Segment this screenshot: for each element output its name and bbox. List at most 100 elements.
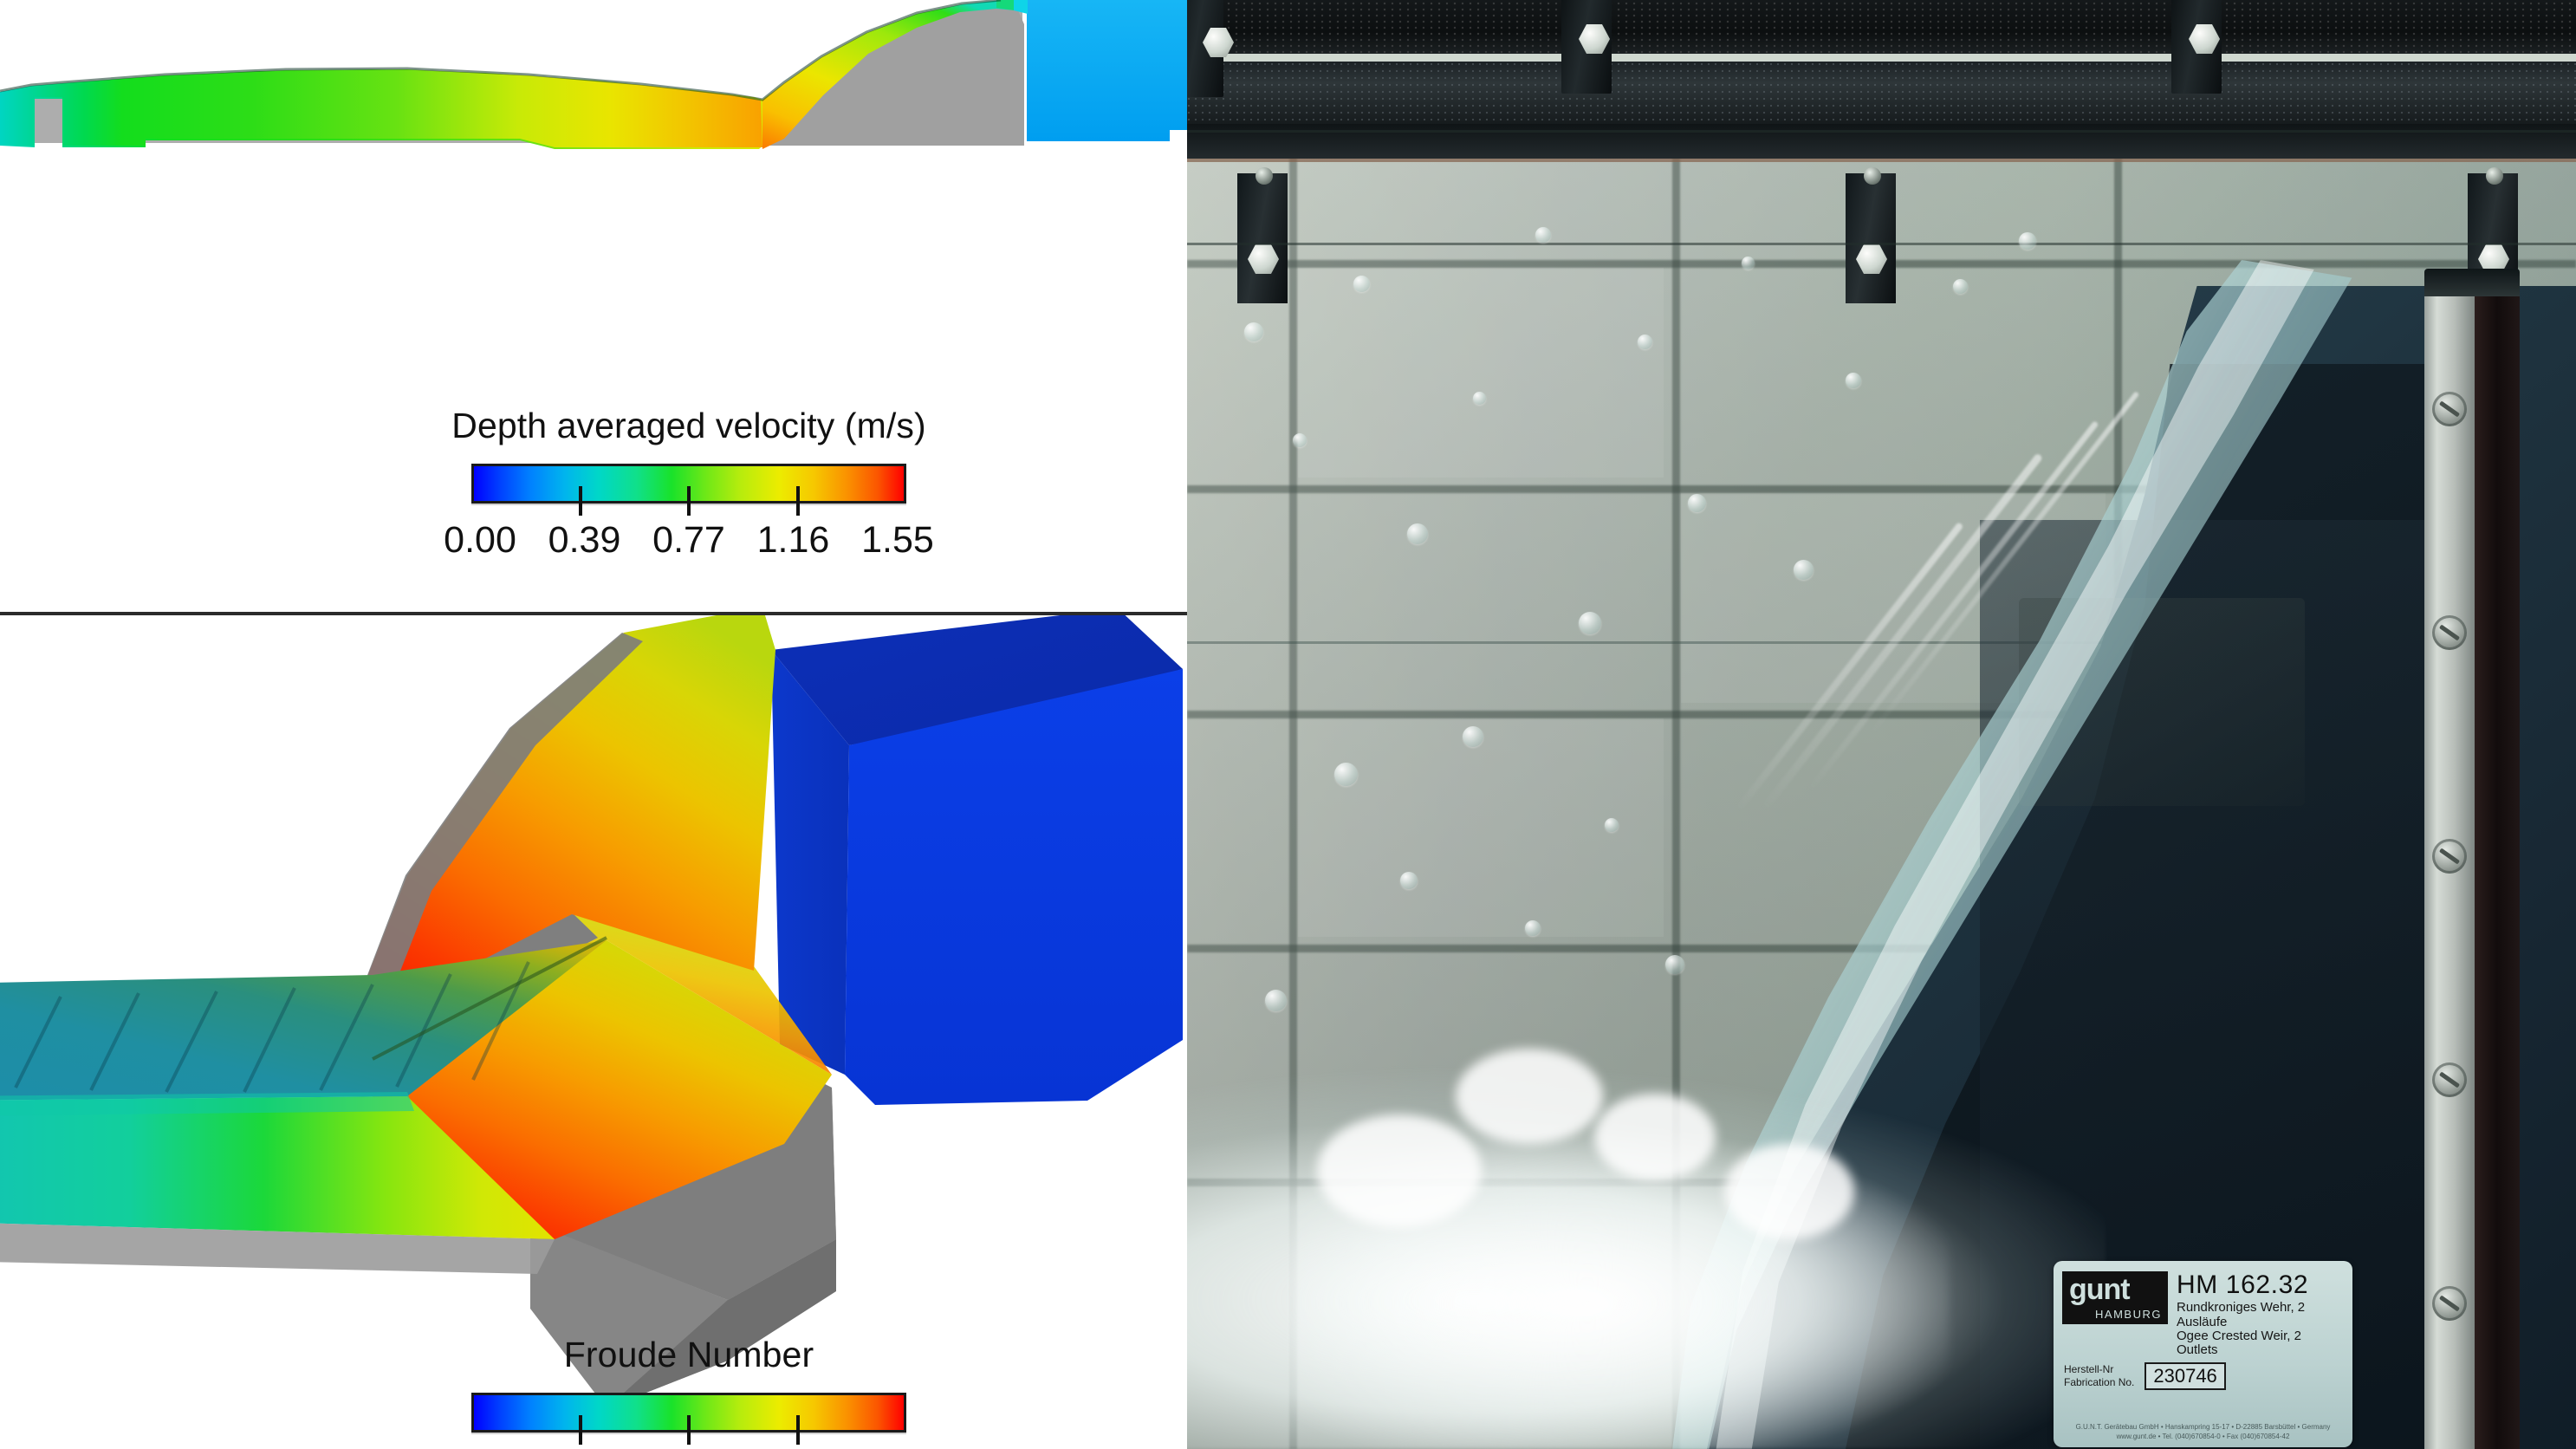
water-droplet — [1665, 955, 1684, 974]
cfd-perspective-panel — [0, 615, 1187, 1449]
water-droplet — [1463, 726, 1483, 747]
bracket-screw-hole — [2486, 167, 2503, 185]
foam-tuft — [1594, 1094, 1716, 1180]
flume-lower-rail — [1187, 124, 2576, 159]
nameplate-fine-print: G.U.N.T. Gerätebau GmbH • Hanskampring 1… — [2054, 1423, 2352, 1442]
foam-tuft — [1456, 1049, 1603, 1144]
water-droplet — [1605, 818, 1619, 832]
flange-screw — [2432, 615, 2467, 650]
flume-photograph: gunt HAMBURG HM 162.32 Rundkroniges Wehr… — [1187, 0, 2576, 1449]
velocity-tick-label-0: 0.00 — [444, 519, 516, 562]
nameplate-fab-labels: Herstell-Nr Fabrication No. — [2064, 1363, 2134, 1389]
velocity-tick-label-2: 0.77 — [652, 519, 725, 562]
panel-divider-rule — [0, 612, 1187, 615]
block-face-shade — [1298, 268, 1664, 478]
foam-tuft — [1317, 1114, 1482, 1227]
fine-print-line-2: www.gunt.de • Tel. (040)670854-0 • Fax (… — [2116, 1433, 2290, 1441]
rail-light-gap — [1187, 54, 2576, 62]
nameplate-name-english: Ogee Crested Weir, 2 Outlets — [2177, 1328, 2301, 1357]
froude-colorbar-ticks — [471, 1415, 906, 1446]
water-droplet — [1407, 523, 1428, 544]
tailwater-block-left-face — [771, 650, 849, 1075]
water-droplet — [1638, 335, 1652, 349]
fab-label-english: Fabrication No. — [2064, 1376, 2135, 1389]
fine-print-line-1: G.U.N.T. Gerätebau GmbH • Hanskampring 1… — [2075, 1423, 2331, 1432]
flange-screw — [2432, 1062, 2467, 1097]
water-droplet — [1742, 257, 1755, 270]
nameplate-model-number: HM 162.32 — [2177, 1270, 2309, 1299]
nameplate-fabrication-row: Herstell-Nr Fabrication No. 230746 — [2054, 1357, 2352, 1391]
froude-colorbar — [471, 1393, 906, 1446]
bracket-screw-hole — [1864, 167, 1881, 185]
water-droplet — [1579, 612, 1601, 634]
velocity-tick-label-4: 1.55 — [861, 519, 934, 562]
flange-shadow-strip — [2475, 286, 2520, 1449]
crest-transition-outline — [372, 936, 607, 1061]
water-droplet — [1334, 763, 1358, 786]
gunt-brand-text: gunt — [2062, 1271, 2168, 1307]
tailwater-water-body — [1027, 0, 1187, 141]
rail-texture — [1187, 0, 2576, 54]
glass-clamp-wire — [1187, 243, 2576, 245]
rail-texture — [1187, 62, 2576, 124]
approach-deck-plinth — [0, 1223, 555, 1274]
water-droplet — [1794, 560, 1814, 580]
velocity-tick-label-3: 1.16 — [756, 519, 830, 562]
hex-bolt-icon — [2189, 24, 2220, 54]
water-droplet — [1244, 322, 1263, 341]
water-droplet — [1265, 990, 1287, 1011]
mortar-joint-vertical — [1672, 0, 1680, 1449]
fab-label-german: Herstell-Nr — [2064, 1363, 2114, 1376]
flume-mid-rail — [1187, 62, 2576, 124]
water-droplet — [1953, 279, 1968, 294]
rail-rust-line — [1187, 159, 2576, 162]
block-face-shade — [1298, 718, 1664, 937]
nameplate-header-row: gunt HAMBURG HM 162.32 Rundkroniges Wehr… — [2054, 1261, 2352, 1357]
mortar-joint-vertical — [1289, 0, 1297, 1449]
tailwater-block-right-face — [845, 669, 1183, 1105]
velocity-colorbar-ticks — [471, 486, 906, 517]
hex-bolt-icon — [1579, 24, 1610, 54]
foam-tuft — [1724, 1144, 1854, 1239]
nameplate-model-block: HM 162.32 Rundkroniges Wehr, 2 Ausläufe … — [2177, 1270, 2344, 1357]
tailwater-block-top-face — [771, 615, 1183, 745]
froude-crest-nappe — [347, 615, 775, 1030]
bracket-screw-hole — [1256, 167, 1273, 185]
water-droplet — [1846, 373, 1861, 388]
gunt-logo: gunt HAMBURG — [2062, 1271, 2168, 1324]
approach-deck-streamlines — [14, 961, 530, 1093]
gunt-brand-city: HAMBURG — [2062, 1307, 2168, 1324]
water-droplet — [1525, 920, 1541, 936]
water-droplet — [1353, 276, 1370, 292]
froude-approach-deck-top — [0, 940, 607, 1101]
flange-top-cap — [2424, 269, 2520, 296]
velocity-colorbar-labels: 0.00 0.39 0.77 1.16 1.55 — [444, 519, 934, 564]
froude-legend-title: Froude Number — [563, 1335, 814, 1374]
cfd-results-column: Depth averaged velocity (m/s) 0.00 0.39 … — [0, 0, 1187, 1449]
froude-approach-deck-front-wall — [0, 1096, 555, 1239]
water-droplet — [1688, 494, 1706, 512]
velocity-colorbar — [471, 464, 906, 517]
water-droplet — [1535, 227, 1551, 243]
cfd-perspective-plot — [0, 615, 1183, 1408]
water-droplet — [2019, 232, 2036, 250]
free-surface-outline — [0, 0, 1002, 101]
froude-colorbar-legend: Froude Number — [334, 1335, 1044, 1446]
velocity-tick-label-1: 0.39 — [548, 519, 621, 562]
gunt-nameplate: gunt HAMBURG HM 162.32 Rundkroniges Wehr… — [2054, 1261, 2352, 1447]
flange-screw — [2432, 839, 2467, 874]
water-droplet — [1400, 872, 1418, 889]
water-droplet — [1473, 392, 1486, 405]
glass-clamp-bracket — [1237, 173, 1288, 303]
glass-clamp-bracket — [1846, 173, 1896, 303]
velocity-colorbar-legend: Depth averaged velocity (m/s) 0.00 0.39 … — [334, 406, 1044, 564]
hex-bolt-icon — [1203, 28, 1234, 57]
velocity-legend-title: Depth averaged velocity (m/s) — [451, 406, 926, 445]
glass-pane-seam — [1187, 641, 2576, 644]
cfd-side-section-plot — [0, 0, 1187, 149]
crest-edge-cyan — [1014, 0, 1028, 14]
mortar-joint-horizontal — [1187, 485, 2576, 493]
approach-flow-velocity-field — [0, 69, 762, 147]
weir-solid-base-shade — [607, 1239, 836, 1408]
flange-screw — [2432, 1286, 2467, 1321]
